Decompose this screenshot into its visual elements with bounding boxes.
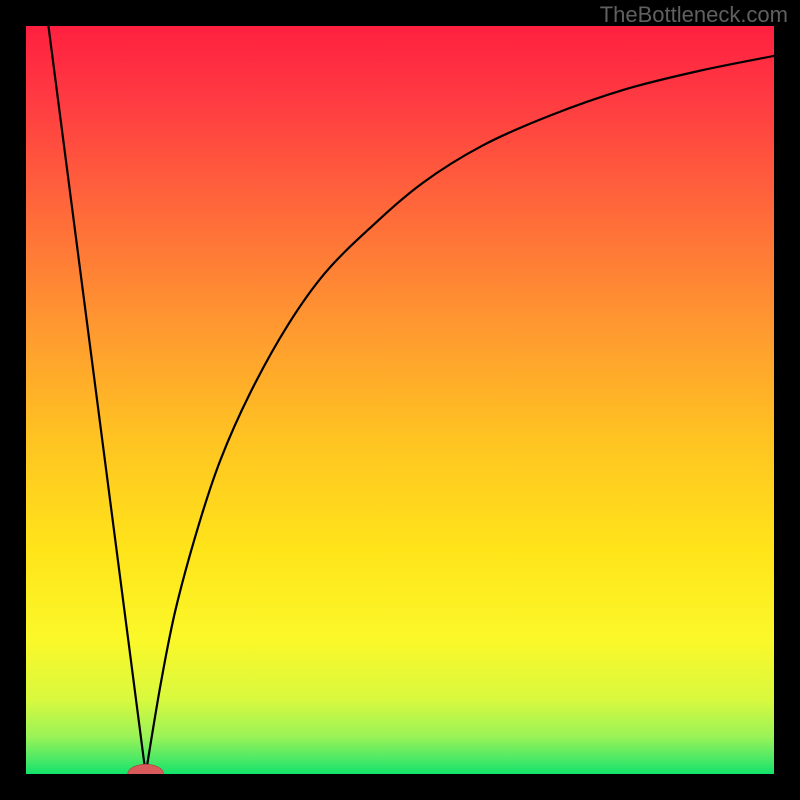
bottleneck-curve-chart (26, 26, 774, 774)
chart-container: TheBottleneck.com (0, 0, 800, 800)
watermark-text: TheBottleneck.com (600, 2, 788, 28)
chart-background-gradient (26, 26, 774, 774)
